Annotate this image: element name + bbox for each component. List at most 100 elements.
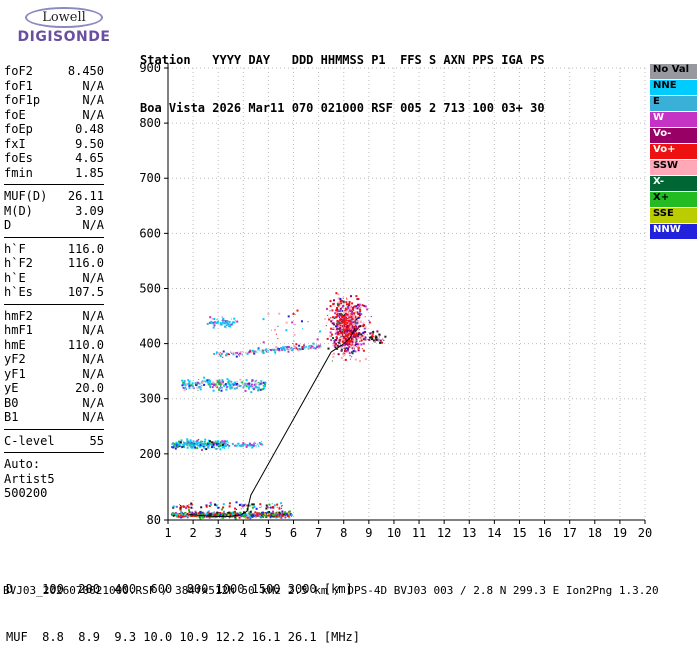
param-row-he: h`E N/A [4, 271, 104, 286]
plot-grid [168, 67, 646, 520]
x-tick-label: 20 [638, 526, 652, 540]
y-tick-label: 200 [139, 447, 161, 461]
param-label: C-level [4, 433, 55, 448]
param-row-hmf2: hmF2 N/A [4, 309, 104, 324]
ionogram-page: { "logo": {"top": "Lowell", "bottom": "D… [3, 6, 697, 644]
param-label: hmF1 [4, 323, 33, 337]
param-value: 0.48 [75, 122, 104, 136]
param-row-yf1: yF1 N/A [4, 367, 104, 382]
lowell-logo-oval: Lowell [25, 7, 103, 28]
x-tick-label: 1 [164, 526, 171, 540]
param-separator [4, 184, 104, 185]
param-row-foe: foE N/A [4, 108, 104, 123]
param-label: B1 [4, 410, 19, 424]
y-tick-label: 800 [139, 116, 161, 130]
param-value: N/A [82, 218, 104, 232]
param-label: h`Es [4, 285, 33, 299]
y-tick-label: 400 [139, 337, 161, 351]
logo-digisonde-text: DIGISONDE [17, 29, 111, 45]
x-tick-label: 19 [613, 526, 627, 540]
param-row-d: D N/A [4, 218, 104, 233]
param-row-yf2: yF2 N/A [4, 352, 104, 367]
x-tick-label: 6 [290, 526, 297, 540]
param-separator [4, 303, 104, 305]
param-value: 26.11 [67, 189, 104, 203]
y-tick-label: 300 [139, 392, 161, 406]
x-tick-label: 13 [462, 526, 476, 540]
header-field-values: Boa Vista 2026 Mar11 070 021000 RSF 005 … [140, 101, 545, 115]
param-value: N/A [82, 410, 104, 424]
param-label: yE [4, 381, 19, 395]
param-value: 20.0 [75, 381, 104, 395]
param-label: foEs [4, 151, 33, 165]
param-label: MUF(D) [4, 189, 48, 203]
param-value: 4.65 [75, 151, 104, 165]
param-value: 107.5 [67, 285, 104, 299]
param-row-mufd: MUF(D) 26.11 [4, 189, 104, 204]
x-tick-label: 3 [215, 526, 222, 540]
param-value: 9.50 [75, 136, 104, 151]
param-row-hf: h`F 116.0 [4, 242, 104, 257]
x-tick-label: 8 [340, 526, 347, 540]
param-value: 55 [89, 433, 104, 448]
param-label: fxI [4, 136, 26, 151]
y-tick-label: 700 [139, 171, 161, 185]
param-separator [4, 236, 104, 238]
param-label: foEp [4, 122, 33, 136]
auto-line: 500200 [4, 486, 104, 501]
param-value: N/A [82, 323, 104, 337]
param-row-fof1: foF1 N/A [4, 79, 104, 94]
param-separator [4, 452, 104, 453]
param-row-fof1p: foF1p N/A [4, 93, 104, 108]
x-tick-label: 17 [562, 526, 576, 540]
auto-line: Artist5 [4, 472, 104, 487]
muf-values-row: MUF 8.8 8.9 9.3 10.0 10.9 12.2 16.1 26.1… [6, 630, 361, 644]
param-value: N/A [82, 93, 104, 107]
x-tick-label: 14 [487, 526, 501, 540]
y-tick-label: 600 [139, 226, 161, 240]
y-tick-label: 80 [147, 513, 161, 527]
legend-item-vo+: Vo+ [650, 144, 697, 159]
param-label: foF1p [4, 93, 41, 107]
legend-item-ssw: SSW [650, 160, 697, 175]
y-tick-label: 900 [139, 61, 161, 75]
param-row-fof2: foF2 8.450 [4, 64, 104, 79]
legend-item-nnw: NNW [650, 224, 697, 239]
legend-item-noval: No Val [650, 64, 697, 79]
auto-line-text: 500200 [4, 486, 48, 500]
legend-item-w: W [650, 112, 697, 127]
param-value: N/A [82, 270, 104, 285]
legend-item-x+: X+ [650, 192, 697, 207]
footer-info: BVJ03_2026070021000.RSF / 384fx512h 50 k… [3, 584, 659, 597]
x-tick-label: 12 [437, 526, 451, 540]
param-value: 1.85 [75, 165, 104, 180]
x-tick-label: 5 [265, 526, 272, 540]
param-row-fmin: fmin 1.85 [4, 166, 104, 181]
param-value: N/A [82, 395, 104, 410]
param-label: foE [4, 107, 26, 122]
x-tick-label: 15 [512, 526, 526, 540]
param-label: h`F [4, 241, 26, 256]
param-label: foF1 [4, 78, 33, 93]
parameter-panel: foF2 8.450 foF1 N/A foF1p N/A foE N/A foEp 0.48 fx… [4, 64, 104, 501]
param-value: N/A [82, 107, 104, 122]
header-field-names: Station YYYY DAY DDD HHMMSS P1 FFS S AXN… [140, 53, 545, 67]
echo-points [170, 292, 387, 520]
param-row-clevel: C-level 55 [4, 434, 104, 449]
auto-line: Auto: [4, 457, 104, 472]
param-label: M(D) [4, 203, 33, 218]
x-tick-label: 11 [412, 526, 426, 540]
auto-line-text: Auto: [4, 457, 41, 471]
param-label: D [4, 218, 12, 232]
param-row-foes: foEs 4.65 [4, 151, 104, 166]
param-row-hmf1: hmF1 N/A [4, 323, 104, 338]
x-tick-label: 18 [588, 526, 602, 540]
param-row-hes: h`Es 107.5 [4, 285, 104, 300]
digisonde-logo: Lowell DIGISONDE [8, 6, 120, 45]
station-header: Station YYYY DAY DDD HHMMSS P1 FFS S AXN… [140, 20, 545, 132]
param-row-fxi: fxI 9.50 [4, 137, 104, 152]
param-label: B0 [4, 395, 19, 410]
param-value: 8.450 [67, 64, 104, 78]
legend-item-nne: NNE [650, 80, 697, 95]
